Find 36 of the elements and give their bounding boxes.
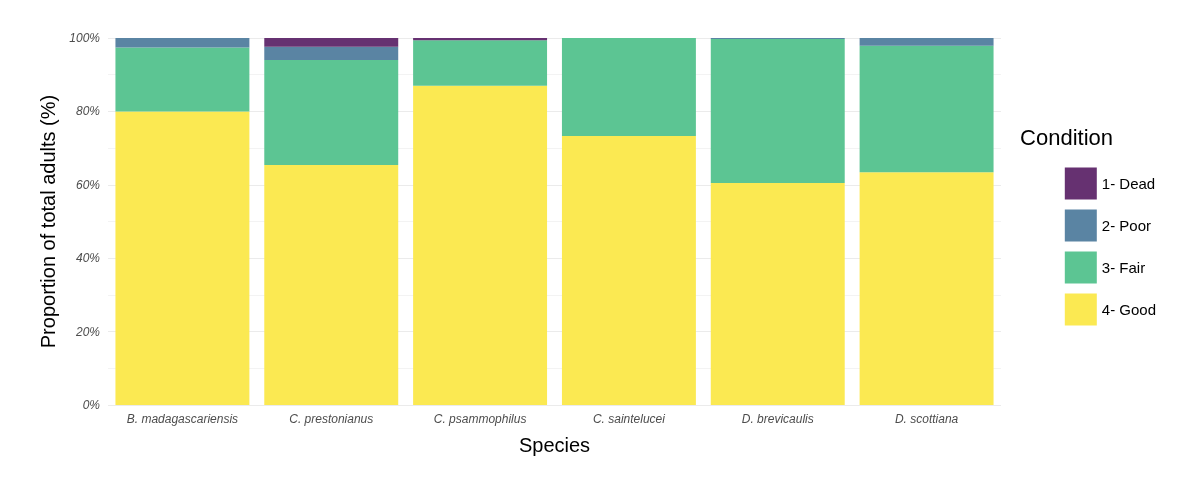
bar	[264, 60, 399, 165]
x-tick-label: D. brevicaulis	[741, 412, 814, 426]
bar	[264, 164, 399, 405]
bar	[859, 45, 994, 173]
bar	[561, 135, 696, 405]
bar	[115, 38, 250, 48]
y-tick-label: 40%	[75, 251, 101, 266]
bar	[413, 85, 548, 405]
bar	[413, 38, 548, 41]
legend-title: Condition	[1020, 124, 1113, 150]
x-axis-title: Species	[518, 434, 591, 456]
y-tick-label: 100%	[69, 31, 101, 45]
bar	[710, 39, 845, 183]
bar	[115, 47, 250, 112]
legend-label: 1- Dead	[1101, 175, 1156, 192]
bar	[859, 172, 994, 405]
y-tick-label: 60%	[75, 177, 101, 192]
y-axis-title: Proportion of total adults (%)	[37, 94, 60, 349]
bar	[264, 38, 399, 47]
legend-label: 4- Good	[1101, 301, 1156, 318]
x-tick-label: C. saintelucei	[592, 412, 666, 426]
bar	[413, 40, 548, 86]
legend-label: 2- Poor	[1101, 217, 1151, 234]
x-tick-label: B. madagascariensis	[126, 412, 239, 426]
y-tick-label: 20%	[74, 324, 101, 339]
x-tick-label: D. scottiana	[894, 412, 959, 426]
x-tick-label: C. psammophilus	[433, 412, 527, 426]
y-tick-label: 80%	[75, 104, 101, 119]
y-tick-label: 0%	[82, 398, 101, 412]
x-tick-label: C. prestonianus	[289, 412, 374, 426]
bar	[710, 182, 845, 405]
legend-label: 3- Fair	[1101, 259, 1146, 276]
bar	[859, 38, 994, 46]
bar	[561, 38, 696, 136]
bar	[264, 46, 399, 61]
bar	[115, 111, 250, 405]
